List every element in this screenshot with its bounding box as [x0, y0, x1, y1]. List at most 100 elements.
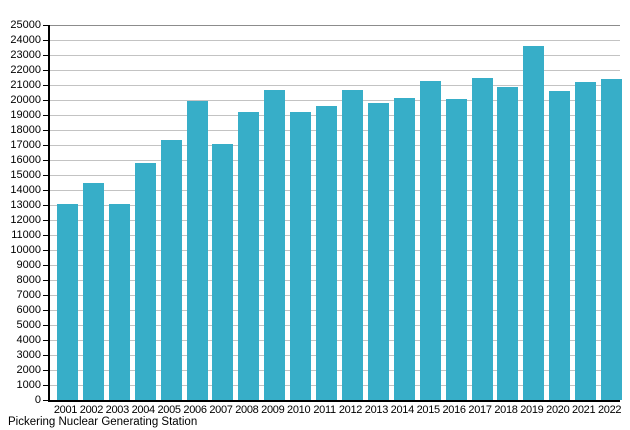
gridline-21000 [50, 85, 620, 86]
y-tick-label: 12000 [10, 214, 41, 226]
x-tick-label-2022: 2022 [597, 404, 622, 416]
gridline-25000 [50, 25, 620, 26]
y-axis-tick [43, 220, 48, 221]
x-tick-label-2018: 2018 [494, 404, 518, 416]
y-tick-label: 23000 [10, 49, 41, 61]
x-tick-label-2002: 2002 [79, 404, 104, 416]
y-axis-tick [43, 370, 48, 371]
y-axis-tick [43, 280, 48, 281]
y-tick-label: 3000 [16, 349, 41, 361]
bar-2004 [134, 163, 156, 400]
bar-2012 [342, 89, 363, 400]
y-tick-label: 18000 [10, 124, 41, 136]
y-tick-label: 8000 [16, 274, 41, 286]
y-axis-tick [43, 175, 48, 176]
y-tick-label: 20000 [10, 94, 41, 106]
y-axis-tick [43, 100, 48, 101]
y-axis-tick [43, 25, 48, 26]
x-tick-label-2015: 2015 [416, 404, 441, 416]
y-tick-label: 1000 [16, 379, 41, 391]
x-tick-label-2009: 2009 [261, 404, 285, 416]
y-tick-label: 7000 [16, 289, 41, 301]
bar-2018 [497, 86, 519, 400]
x-tick-label-2001: 2001 [53, 404, 78, 416]
x-tick-label-2016: 2016 [442, 404, 466, 416]
y-axis-tick [43, 355, 48, 356]
x-tick-label-2021: 2021 [572, 404, 596, 416]
bar-2014 [393, 97, 415, 400]
gridline-24000 [50, 40, 620, 41]
y-axis-tick [43, 340, 48, 341]
y-tick-label: 5000 [16, 319, 41, 331]
bar-2010 [290, 112, 312, 400]
y-axis-tick [43, 325, 48, 326]
x-tick-label-2017: 2017 [468, 404, 492, 416]
y-tick-label: 9000 [16, 259, 41, 271]
y-tick-label: 25000 [10, 19, 41, 31]
x-tick-label-2006: 2006 [183, 404, 207, 416]
y-axis-tick [43, 400, 48, 401]
y-axis-tick [43, 115, 48, 116]
bar-2006 [186, 100, 208, 400]
bar-2011 [316, 106, 338, 400]
gridline-22000 [50, 70, 620, 71]
x-tick-label-2004: 2004 [131, 404, 156, 416]
x-tick-label-2005: 2005 [157, 404, 181, 416]
y-tick-label: 14000 [10, 184, 41, 196]
bar-2017 [471, 77, 493, 400]
bar-2003 [108, 203, 130, 400]
y-axis-tick [43, 130, 48, 131]
bar-2020 [549, 91, 571, 400]
x-tick-label-2020: 2020 [546, 404, 570, 416]
y-axis-tick [43, 205, 48, 206]
x-tick-label-2007: 2007 [209, 404, 233, 416]
y-tick-label: 2000 [16, 364, 41, 376]
y-tick-label: 4000 [16, 334, 41, 346]
bar-2013 [367, 103, 389, 400]
x-tick-label-2014: 2014 [390, 404, 415, 416]
gridline-20000 [50, 100, 620, 101]
y-tick-label: 17000 [10, 139, 41, 151]
y-tick-label: 19000 [10, 109, 41, 121]
bar-2015 [419, 80, 441, 400]
bar-2019 [523, 46, 545, 400]
x-tick-label-2010: 2010 [287, 404, 311, 416]
y-axis-tick [43, 385, 48, 386]
x-tick-label-2008: 2008 [235, 404, 259, 416]
y-axis-tick [43, 160, 48, 161]
y-tick-label: 22000 [10, 64, 41, 76]
y-axis-tick [43, 145, 48, 146]
y-axis-tick [43, 190, 48, 191]
y-tick-label: 0 [34, 394, 41, 406]
y-axis-tick [43, 295, 48, 296]
x-tick-label-2011: 2011 [313, 404, 336, 416]
bar-2009 [264, 89, 286, 400]
plot-area [48, 25, 623, 402]
x-tick-label-2013: 2013 [364, 404, 389, 416]
bar-2021 [575, 82, 597, 400]
gridline-23000 [50, 55, 620, 56]
y-tick-label: 13000 [10, 199, 41, 211]
bar-2002 [82, 182, 104, 400]
y-tick-label: 11000 [11, 229, 41, 241]
bar-2008 [238, 112, 260, 400]
x-tick-label-2012: 2012 [338, 404, 363, 416]
y-tick-label: 21000 [10, 79, 41, 91]
y-axis-tick [43, 235, 48, 236]
y-axis-tick [43, 265, 48, 266]
y-axis-tick [43, 40, 48, 41]
x-tick-label-2019: 2019 [520, 404, 544, 416]
y-tick-label: 10000 [10, 244, 41, 256]
bar-2005 [160, 139, 182, 400]
y-tick-label: 6000 [16, 304, 41, 316]
bar-2007 [212, 144, 234, 400]
chart-caption: Pickering Nuclear Generating Station [8, 416, 198, 428]
y-tick-label: 24000 [10, 34, 41, 46]
y-tick-label: 16000 [10, 154, 41, 166]
y-axis-tick [43, 310, 48, 311]
bar-2001 [57, 203, 78, 400]
bar-2016 [445, 99, 467, 400]
y-axis-tick [43, 70, 48, 71]
y-tick-label: 15000 [10, 169, 41, 181]
